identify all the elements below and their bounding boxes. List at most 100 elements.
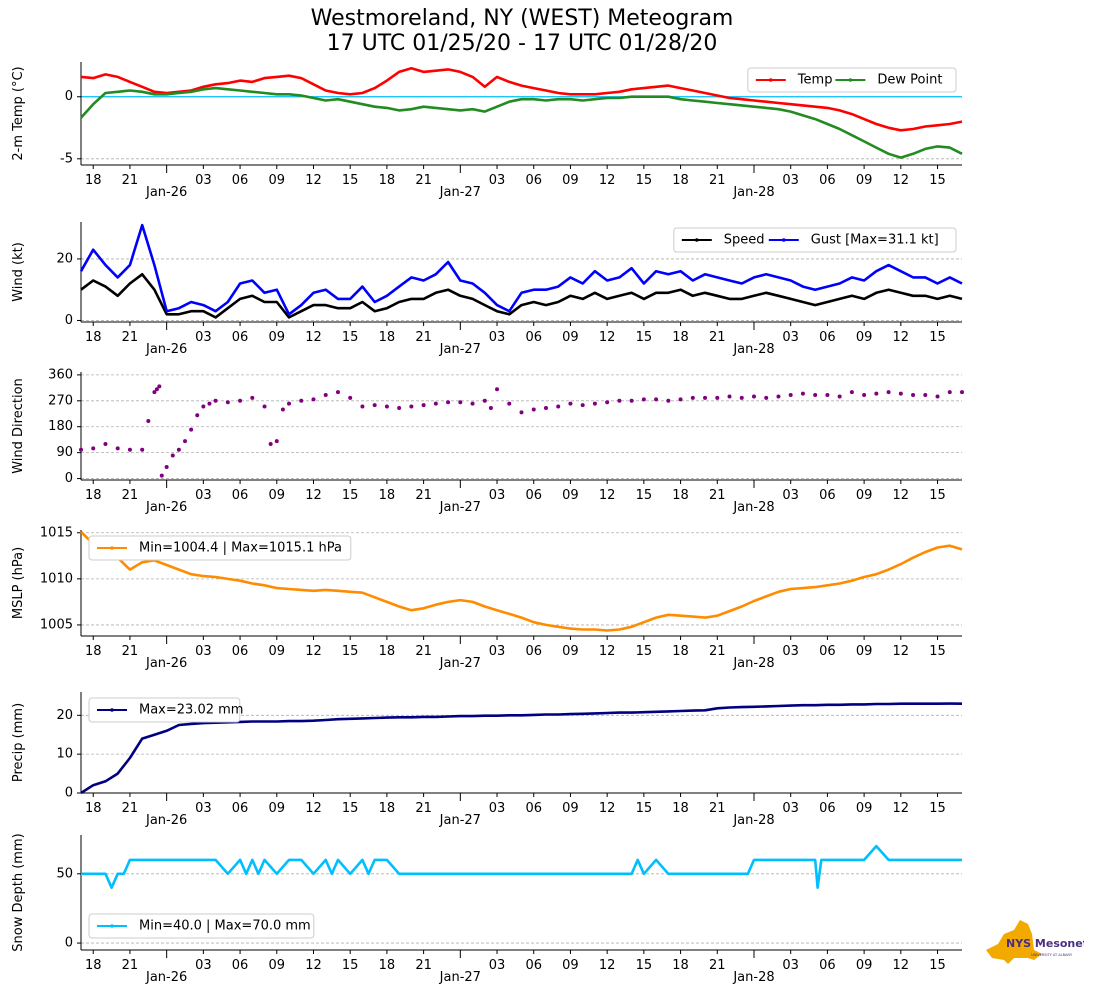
data-point (195, 413, 200, 418)
x-tick-label: 15 (636, 330, 653, 345)
x-tick-label: 15 (636, 173, 653, 188)
x-tick-label: 15 (342, 801, 359, 816)
y-axis-label: MSLP (hPa) (11, 547, 26, 619)
data-point (207, 401, 212, 406)
x-tick-label: 21 (415, 330, 432, 345)
x-tick-label: 03 (782, 330, 799, 345)
x-date-label: Jan-28 (732, 342, 774, 357)
data-point (262, 404, 267, 409)
legend-label: Max=23.02 mm (139, 703, 243, 718)
x-tick-label: 03 (489, 330, 506, 345)
x-tick-label: 18 (672, 488, 689, 503)
x-tick-label: 03 (489, 488, 506, 503)
legend: Temp Dew Point (747, 67, 957, 93)
x-date-label: Jan-28 (732, 185, 774, 200)
x-tick-label: 09 (269, 644, 286, 659)
y-tick-label: 180 (48, 419, 73, 434)
title-line-1: Westmoreland, NY (WEST) Meteogram (310, 6, 734, 31)
x-tick-label: 21 (709, 958, 726, 973)
data-point (103, 442, 108, 446)
x-tick-label: 03 (489, 644, 506, 659)
x-tick-label: 06 (819, 958, 836, 973)
x-tick-label: 15 (342, 958, 359, 973)
data-point (189, 427, 194, 432)
data-point (911, 393, 916, 398)
x-tick-label: 15 (342, 330, 359, 345)
x-tick-label: 21 (415, 488, 432, 503)
legend-box (673, 227, 957, 253)
x-tick-label: 09 (856, 173, 873, 188)
panel-snow: 0 50 Snow Depth (mm) 18 21 03 06 09 12 15 18 21 03 06… (11, 833, 962, 985)
x-date-label: Jan-27 (439, 656, 481, 671)
x-tick-label: 12 (305, 488, 322, 503)
x-tick-label: 12 (599, 958, 616, 973)
y-tick-label: 0 (65, 786, 73, 801)
y-tick-label: 20 (56, 708, 73, 723)
x-tick-label: 03 (195, 173, 212, 188)
data-point (446, 400, 451, 405)
x-tick-label: 18 (379, 644, 396, 659)
data-point (935, 394, 940, 399)
data-point (140, 447, 145, 452)
legend-marker (769, 78, 773, 82)
x-date-label: Jan-26 (145, 185, 187, 200)
y-tick-label: 0 (65, 936, 73, 951)
x-date-label: Jan-26 (145, 500, 187, 515)
y-tick-label: 0 (65, 313, 73, 328)
data-point (409, 404, 414, 409)
x-tick-label: 18 (672, 330, 689, 345)
series-line (79, 223, 963, 316)
x-tick-label: 09 (269, 173, 286, 188)
data-point (776, 394, 781, 399)
x-tick-label: 03 (782, 173, 799, 188)
data-point (495, 387, 500, 392)
legend: Speed Gust [Max=31.1 kt] (673, 227, 957, 253)
x-tick-label: 06 (525, 801, 542, 816)
x-tick-label: 15 (929, 173, 946, 188)
data-point (898, 391, 903, 396)
x-tick-label: 09 (856, 801, 873, 816)
x-tick-label: 15 (929, 644, 946, 659)
data-point (335, 390, 340, 395)
legend-label: Min=40.0 | Max=70.0 mm (139, 919, 311, 934)
x-tick-label: 06 (819, 488, 836, 503)
x-tick-label: 15 (636, 644, 653, 659)
x-tick-label: 21 (415, 801, 432, 816)
series-line (80, 66, 963, 132)
data-point (629, 398, 634, 403)
y-axis-label: 2-m Temp (°C) (11, 66, 26, 160)
x-tick-label: 06 (232, 958, 249, 973)
legend-marker (782, 238, 786, 242)
data-point (605, 400, 610, 405)
x-tick-label: 09 (269, 958, 286, 973)
x-tick-label: 15 (342, 173, 359, 188)
x-tick-label: 21 (709, 173, 726, 188)
data-point (238, 398, 243, 403)
series-line (80, 530, 963, 632)
legend-label: Temp (797, 73, 833, 88)
data-point (507, 401, 512, 406)
x-tick-label: 18 (379, 801, 396, 816)
x-tick-label: 03 (195, 801, 212, 816)
x-tick-label: 18 (672, 173, 689, 188)
x-tick-label: 06 (232, 644, 249, 659)
x-tick-label: 21 (122, 801, 139, 816)
x-tick-label: 12 (599, 173, 616, 188)
data-point (299, 398, 304, 403)
data-point (159, 473, 164, 478)
panel-mslp: 1005 1010 1015 MSLP (hPa) 18 21 03 06 09 12 15 18 21… (11, 525, 963, 671)
x-tick-label: 03 (195, 488, 212, 503)
data-point (641, 397, 646, 402)
data-point (488, 406, 493, 410)
data-point (592, 401, 597, 406)
chart-title: Westmoreland, NY (WEST) Meteogram 17 UTC… (0, 6, 1044, 56)
x-tick-label: 15 (342, 644, 359, 659)
x-tick-label: 18 (672, 958, 689, 973)
data-point (372, 403, 377, 408)
data-point (580, 403, 585, 408)
x-tick-label: 12 (305, 330, 322, 345)
x-tick-label: 09 (269, 801, 286, 816)
data-point (213, 398, 218, 403)
y-tick-label: 50 (56, 866, 73, 881)
x-tick-label: 18 (379, 330, 396, 345)
